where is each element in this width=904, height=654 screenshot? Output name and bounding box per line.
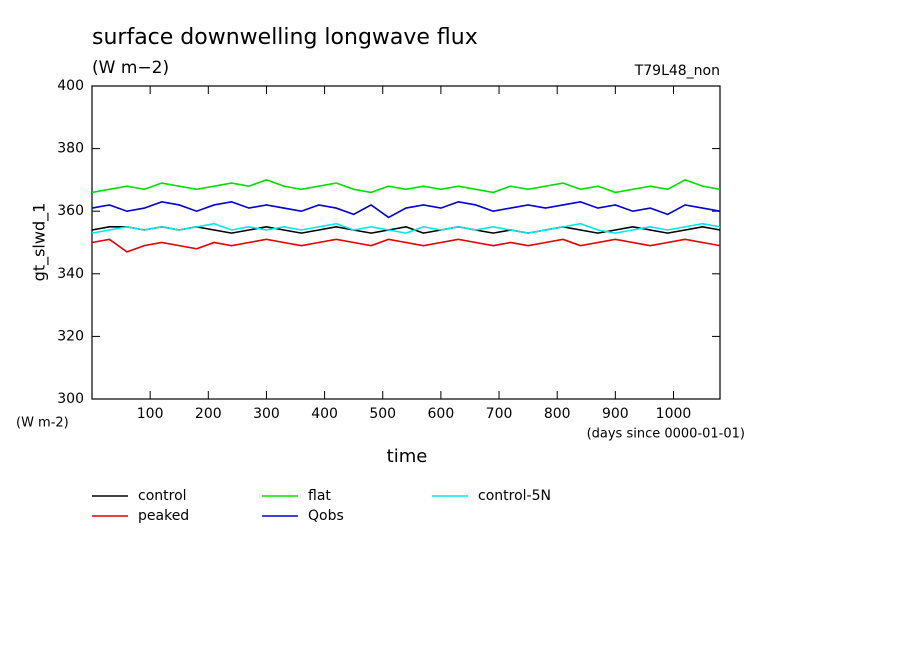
x-tick-label: 200: [195, 406, 222, 422]
series-line: [91, 222, 721, 234]
x-tick-label: 900: [602, 406, 629, 422]
x-tick-label: 500: [369, 406, 396, 422]
legend-label: flat: [308, 488, 331, 504]
x-axis-label: time: [387, 446, 428, 467]
chart-subtitle: (W m−2): [92, 58, 169, 78]
y-tick-label: 360: [57, 203, 84, 219]
y-tick-label: 320: [57, 328, 84, 344]
y-unit: (W m-2): [16, 416, 69, 431]
x-unit: (days since 0000-01-01): [587, 427, 745, 442]
x-tick-label: 700: [486, 406, 513, 422]
chart-title: surface downwelling longwave flux: [92, 25, 478, 50]
y-tick-label: 340: [57, 266, 84, 282]
x-tick-label: 1000: [656, 406, 692, 422]
legend-label: control: [138, 488, 187, 504]
x-tick-label: 400: [311, 406, 338, 422]
series-line: [91, 179, 721, 194]
x-tick-label: 100: [137, 406, 164, 422]
x-tick-label: 600: [428, 406, 455, 422]
legend-label: Qobs: [308, 508, 344, 524]
legend-label: control-5N: [478, 488, 551, 504]
y-tick-label: 400: [57, 78, 84, 94]
x-tick-label: 800: [544, 406, 571, 422]
x-tick-label: 300: [253, 406, 280, 422]
annotation: T79L48_non: [634, 63, 720, 79]
series-line: [91, 226, 721, 234]
y-tick-label: 380: [57, 141, 84, 157]
y-tick-label: 300: [57, 391, 84, 407]
series-line: [91, 238, 721, 253]
y-axis-label: gt_slwd_1: [30, 203, 50, 282]
series-line: [91, 200, 721, 219]
legend-label: peaked: [138, 508, 189, 524]
